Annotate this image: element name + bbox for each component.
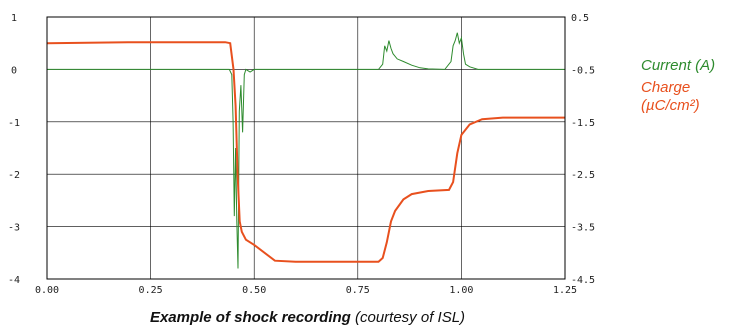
right-y-tick-label: -4.5	[571, 275, 595, 286]
x-tick-label: 0.75	[346, 285, 370, 296]
x-tick-label: 0.25	[139, 285, 163, 296]
legend-charge-label: Charge	[641, 79, 691, 96]
legend-charge: Charge (µC/cm²)	[641, 79, 731, 115]
x-tick-label: 1.25	[553, 285, 577, 296]
left-y-tick-label: -3	[8, 223, 20, 234]
charge-series-line	[46, 41, 565, 263]
plot-frame	[46, 16, 566, 280]
plot-grid	[46, 16, 566, 280]
right-y-tick-label: -3.5	[571, 223, 595, 234]
right-y-tick-label: -1.5	[571, 118, 595, 129]
right-y-tick-label: -2.5	[571, 170, 595, 181]
figure-caption: Example of shock recording (courtesy of …	[0, 309, 565, 326]
legend-current: Current (A)	[641, 57, 716, 74]
caption-title: Example of shock recording	[149, 309, 351, 326]
right-y-tick-label: 0.5	[571, 13, 589, 24]
left-y-tick-label: 1	[11, 13, 17, 24]
right-y-tick-label: -0.5	[571, 65, 595, 76]
left-y-tick-label: -2	[8, 170, 20, 181]
left-y-axis-ticks: 1 0 -1 -2 -3 -4	[8, 13, 20, 286]
x-tick-label: 0.00	[35, 285, 59, 296]
legend-charge-unit: (µC/cm²)	[641, 97, 700, 114]
left-y-tick-label: -4	[8, 275, 20, 286]
caption-credit: (courtesy of ISL)	[355, 309, 466, 326]
x-tick-label: 0.50	[242, 285, 266, 296]
left-y-tick-label: -1	[8, 118, 20, 129]
right-y-axis-ticks: 0.5 -0.5 -1.5 -2.5 -3.5 -4.5	[571, 13, 595, 286]
x-axis-ticks: 0.00 0.25 0.50 0.75 1.00 1.25	[35, 285, 577, 296]
left-y-tick-label: 0	[11, 65, 17, 76]
x-tick-label: 1.00	[449, 285, 473, 296]
current-series-line	[47, 32, 565, 269]
